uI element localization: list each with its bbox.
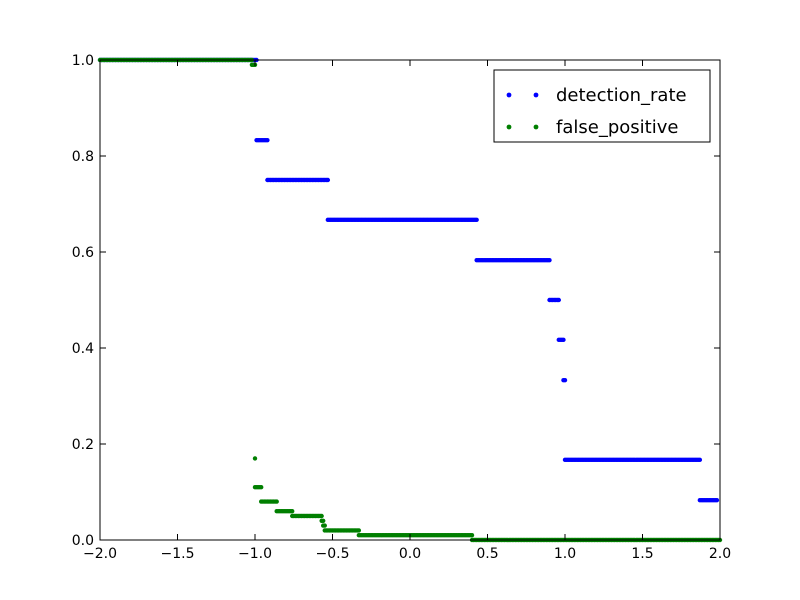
data-point-detection_rate <box>714 497 720 503</box>
x-tick-label: 0.5 <box>476 546 498 562</box>
data-point-false_positive <box>252 456 258 461</box>
data-point-detection_rate <box>325 177 331 183</box>
x-tick-label: 1.0 <box>554 546 576 562</box>
y-tick-label: 0.4 <box>72 341 94 357</box>
legend-marker-false_positive <box>506 124 512 130</box>
data-point-false_positive <box>321 518 326 523</box>
x-tick-label: 2.0 <box>709 546 731 562</box>
data-point-detection_rate <box>547 257 552 263</box>
x-tick-label: 1.5 <box>631 546 653 562</box>
x-tick-label: −0.5 <box>316 546 350 562</box>
axis-ticks <box>99 59 721 541</box>
x-tick-label: −1.0 <box>238 546 272 562</box>
data-point-detection_rate <box>474 217 479 223</box>
x-tick-label: 0.0 <box>399 546 421 562</box>
data-point-detection_rate <box>562 377 568 383</box>
x-tick-label: −1.5 <box>161 546 195 562</box>
legend-marker-detection_rate <box>506 92 512 98</box>
legend-marker-false_positive <box>533 124 539 130</box>
data-point-false_positive <box>356 528 362 533</box>
legend: detection_rate false_positive <box>493 69 711 143</box>
data-point-detection_rate <box>697 457 703 463</box>
axis-tick-labels: −2.0 −1.5 −1.0 −0.5 0.0 0.5 1.0 1.5 2.0 0.0 0.2 0.4… <box>72 53 731 562</box>
data-point-detection_rate <box>556 297 561 303</box>
y-tick-label: 1.0 <box>72 53 94 69</box>
legend-marker-detection_rate <box>533 92 539 98</box>
data-point-detection_rate <box>561 337 566 343</box>
data-point-false_positive <box>274 499 279 504</box>
y-tick-label: 0.6 <box>72 245 94 261</box>
data-point-false_positive <box>469 533 475 538</box>
legend-label-false_positive: false_positive <box>556 117 678 138</box>
legend-label-detection_rate: detection_rate <box>556 85 687 106</box>
y-tick-label: 0.2 <box>72 437 94 453</box>
legend-box <box>493 69 711 143</box>
data-point-false_positive <box>290 509 295 514</box>
data-point-false_positive <box>259 485 264 490</box>
data-point-detection_rate <box>265 137 270 143</box>
y-tick-label: 0.0 <box>72 533 94 549</box>
x-tick-label: −2.0 <box>83 546 117 562</box>
data-point-false_positive <box>319 513 324 519</box>
y-tick-label: 0.8 <box>72 149 94 165</box>
data-point-false_positive <box>322 523 327 528</box>
